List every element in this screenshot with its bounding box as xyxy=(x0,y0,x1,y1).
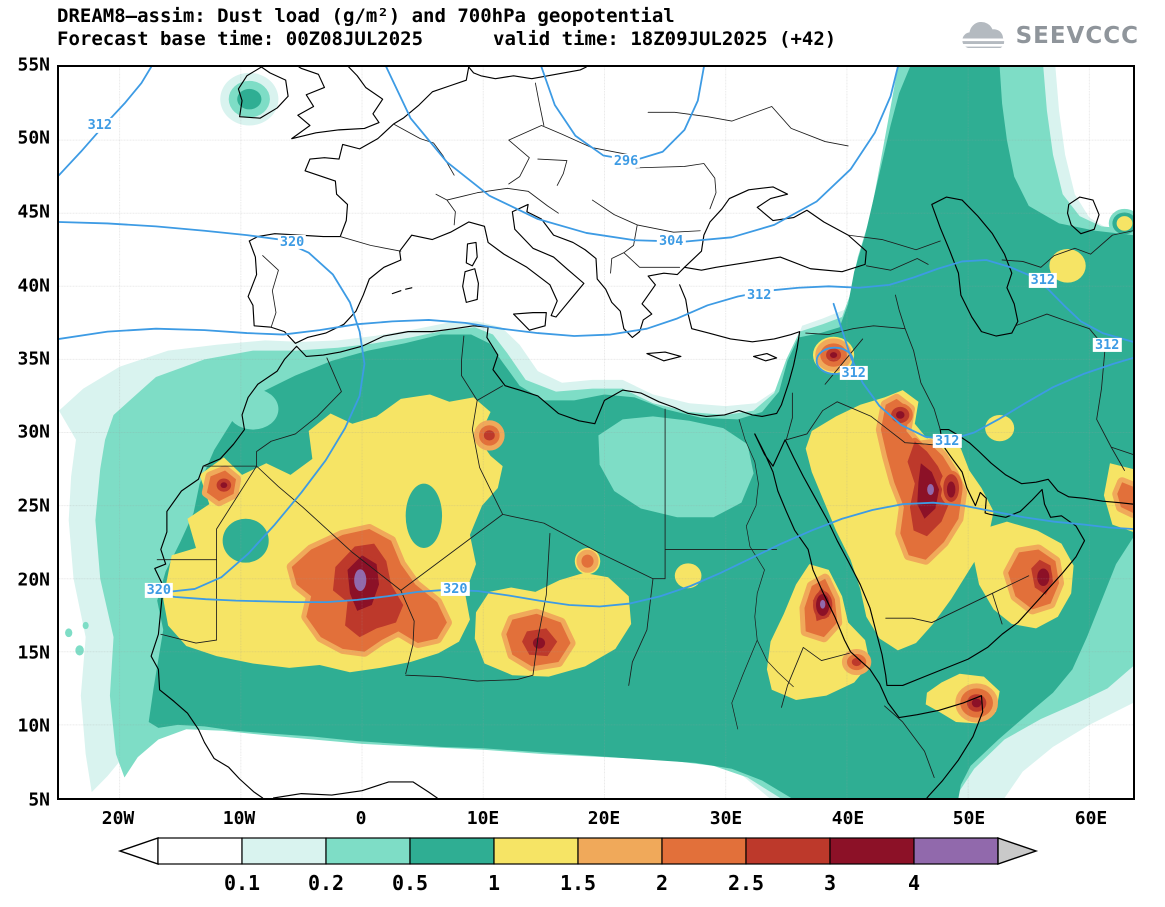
colorbar-tick: 0.2 xyxy=(308,871,344,895)
contour-label: 304 xyxy=(656,232,686,249)
colorbar-tick: 2.5 xyxy=(728,871,764,895)
colorbar-tick: 0.5 xyxy=(392,871,428,895)
country-borders xyxy=(157,83,1133,777)
valid-time: valid time: 18Z09JUL2025 (+42) xyxy=(493,28,837,50)
lon-tick: 20W xyxy=(101,808,135,829)
lon-tick: 0 xyxy=(355,808,367,829)
contour-312-closed-low xyxy=(817,348,853,374)
colorbar-tick: 4 xyxy=(908,871,920,895)
contour-296 xyxy=(541,67,703,161)
colorbar-over-arrow xyxy=(997,837,1039,865)
contour-label: 320 xyxy=(277,233,307,250)
colorbar-tick: 1.5 xyxy=(560,871,596,895)
contour-304 xyxy=(386,67,898,242)
seevccc-logo: SEEVCCC xyxy=(957,18,1139,54)
lat-tick: 55N xyxy=(17,54,50,76)
colorbar-tick: 0.1 xyxy=(224,871,260,895)
lat-tick: 10N xyxy=(17,715,50,737)
lat-tick: 25N xyxy=(17,495,50,517)
contour-label: 312 xyxy=(745,286,774,303)
lon-tick: 10W xyxy=(222,808,256,829)
contour-label: 296 xyxy=(611,152,641,169)
contour-label: 312 xyxy=(839,364,868,381)
dust-fill-3 xyxy=(220,352,1049,707)
cloud-icon xyxy=(960,21,1007,48)
colorbar-under-arrow xyxy=(117,837,159,865)
map-plot-area: 312 296 304 320 320 320 312 312 312 312 … xyxy=(57,65,1135,800)
nile-river xyxy=(732,419,794,729)
colorbar-tick: 3 xyxy=(824,871,836,895)
chart-titles: DREAM8—assim: Dust load (g/m²) and 700hP… xyxy=(57,5,836,51)
contour-320 xyxy=(59,222,1133,607)
lon-tick: 10E xyxy=(466,808,500,829)
contour-label: 312 xyxy=(85,117,114,134)
lon-tick: 60E xyxy=(1074,808,1108,829)
dust-teal-holes xyxy=(222,483,443,563)
colorbar-tick-labels: 0.1 0.2 0.5 1 1.5 2 2.5 3 4 xyxy=(224,871,920,895)
map-canvas xyxy=(59,67,1133,798)
dust-fill-4 xyxy=(354,484,934,609)
lat-tick: 20N xyxy=(17,569,50,591)
lat-tick: 45N xyxy=(17,201,50,223)
lon-tick: 50E xyxy=(952,808,986,829)
colorbar-segments xyxy=(157,837,999,865)
colorbar-tick: 2 xyxy=(656,871,668,895)
contour-label: 312 xyxy=(1028,272,1057,289)
contour-312-main xyxy=(59,260,1133,342)
colorbar-canvas: 0.1 0.2 0.5 1 1.5 2 2.5 3 4 xyxy=(117,837,1039,895)
colorbar: 0.1 0.2 0.5 1 1.5 2 2.5 3 4 xyxy=(112,834,1052,902)
page-title: DREAM8—assim: Dust load (g/m²) and 700hP… xyxy=(57,5,675,27)
lat-tick: 5N xyxy=(28,789,50,811)
lat-tick: 30N xyxy=(17,421,50,443)
lat-tick: 15N xyxy=(17,642,50,664)
lon-tick: 40E xyxy=(831,808,865,829)
lat-tick: 35N xyxy=(17,348,50,370)
coastlines xyxy=(151,67,1133,798)
contour-label: 320 xyxy=(441,580,470,597)
contour-label: 312 xyxy=(932,433,962,450)
logo-text: SEEVCCC xyxy=(1015,23,1139,49)
lon-tick: 30E xyxy=(709,808,743,829)
colorbar-tick: 1 xyxy=(488,871,500,895)
lat-tick: 40N xyxy=(17,275,50,297)
lat-tick: 50N xyxy=(17,127,50,149)
contour-label: 312 xyxy=(1093,336,1122,353)
lon-tick: 20E xyxy=(587,808,621,829)
forecast-base-time: Forecast base time: 00Z08JUL2025 xyxy=(57,28,424,50)
contour-label: 320 xyxy=(144,582,174,599)
dust-lighter-patches xyxy=(227,388,754,518)
contour-312-nw xyxy=(59,67,151,175)
